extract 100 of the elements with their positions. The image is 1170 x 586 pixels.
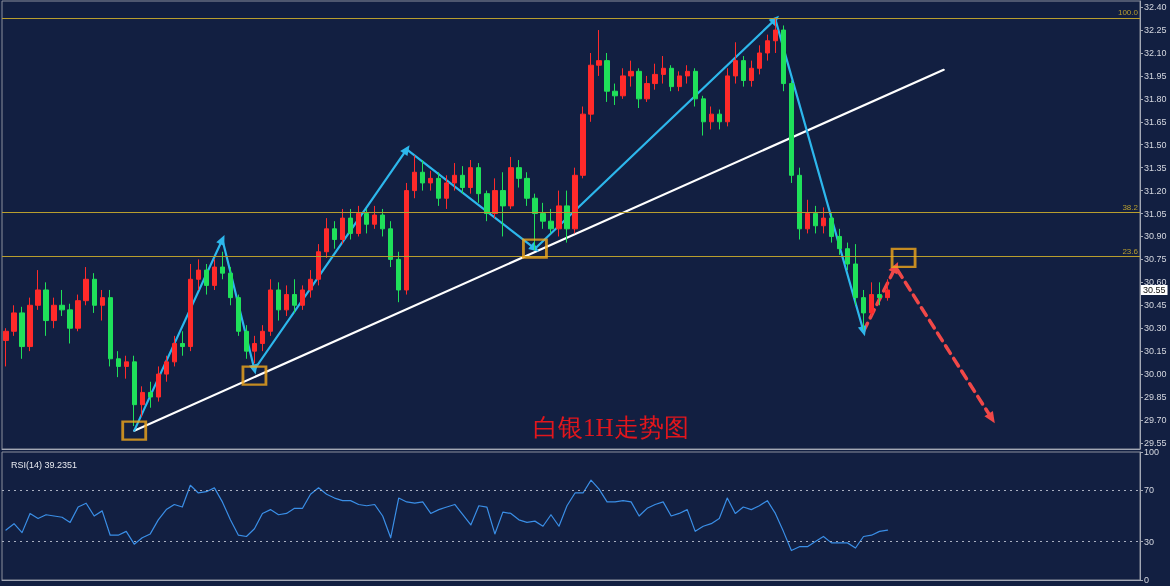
candlestick (476, 162, 481, 204)
candlestick (652, 63, 658, 91)
y-tick-label: 31.95 (1144, 70, 1167, 81)
candlestick (164, 355, 169, 383)
y-tick-label: 31.65 (1144, 116, 1167, 127)
candlestick (564, 190, 570, 244)
candlestick (516, 159, 522, 189)
candlestick (300, 284, 305, 311)
candlestick (492, 177, 498, 219)
candlestick (773, 17, 778, 54)
candlestick (548, 208, 554, 234)
candlestick (268, 278, 273, 337)
candlestick (156, 365, 161, 403)
candlestick (532, 193, 538, 251)
candlestick (340, 208, 345, 245)
candlestick (500, 171, 506, 237)
candlestick (604, 52, 610, 103)
y-tick-label: 30.45 (1144, 300, 1167, 311)
y-tick-label: 30 (1144, 536, 1155, 547)
y-tick-label: 32.25 (1144, 25, 1167, 36)
candlestick (356, 205, 361, 237)
candlestick (108, 289, 113, 367)
candlestick (11, 304, 17, 337)
candlestick (733, 41, 738, 85)
candlestick (220, 251, 225, 280)
candlestick (540, 202, 546, 230)
candlestick (380, 208, 385, 237)
candlestick (308, 269, 313, 299)
candlestick (180, 330, 185, 357)
candlestick (805, 199, 810, 234)
y-tick-label: 30.75 (1144, 254, 1167, 265)
candlestick (620, 67, 626, 100)
y-tick-label: 32.40 (1144, 2, 1167, 13)
candlestick (92, 272, 97, 314)
candlestick (172, 335, 177, 367)
text: RSI(14) 39.2351 (11, 459, 78, 470)
candlestick (292, 278, 297, 314)
candlestick (596, 29, 602, 77)
text: 30.55 (1143, 284, 1166, 295)
annotation: 38.2 (1122, 202, 1139, 212)
candlestick (885, 278, 890, 302)
point (522, 238, 548, 259)
y-tick-label: 70 (1144, 485, 1155, 496)
candlestick (100, 289, 105, 322)
y-tick-label: 29.85 (1144, 392, 1167, 403)
candlestick (572, 167, 578, 234)
candlestick (196, 258, 201, 291)
candlestick (27, 297, 33, 352)
candlestick (725, 67, 730, 127)
candlestick (580, 106, 586, 179)
candlestick (51, 297, 57, 329)
candlestick (244, 324, 249, 360)
candlestick (661, 55, 666, 85)
candlestick (508, 156, 514, 210)
candlestick (204, 263, 209, 296)
candlestick (693, 67, 698, 107)
candlestick (709, 106, 714, 130)
candlestick (677, 70, 682, 92)
annotation: 100.0 (1117, 8, 1139, 18)
candlestick (628, 60, 634, 88)
candlestick (797, 167, 802, 241)
candlestick (35, 269, 41, 311)
candlestick (741, 55, 746, 88)
candlestick (765, 34, 770, 62)
candlestick (148, 381, 153, 409)
candlestick (188, 263, 193, 352)
candlestick (524, 171, 530, 207)
candlestick (452, 162, 457, 192)
y-tick-label: 30.30 (1144, 323, 1167, 334)
candlestick (845, 242, 850, 271)
candlestick (284, 284, 289, 317)
candlestick (124, 355, 129, 380)
candlestick (829, 213, 834, 244)
candlestick (556, 190, 562, 237)
point (241, 365, 268, 386)
candlestick (588, 52, 594, 123)
candlestick (484, 190, 490, 222)
candlestick (140, 385, 145, 418)
y-tick-label: 100 (1144, 447, 1160, 457)
y-tick-label: 31.80 (1144, 93, 1167, 104)
candlestick (3, 327, 9, 367)
candlestick (757, 44, 762, 75)
point (216, 234, 225, 246)
candlestick (701, 95, 706, 137)
y-tick-label: 30.00 (1144, 369, 1167, 380)
candlestick (789, 80, 794, 184)
candlestick (228, 266, 233, 306)
candlestick (236, 294, 241, 337)
candlestick (717, 109, 722, 130)
y-tick-label: 29.55 (1144, 437, 1167, 448)
candlestick (396, 251, 401, 303)
candlestick (636, 67, 642, 109)
point (890, 247, 917, 269)
annotation: 23.6 (1122, 246, 1139, 256)
candlestick (75, 294, 81, 332)
y-tick-label: 31.50 (1144, 139, 1167, 150)
candlestick (877, 281, 882, 306)
y-tick-label: 30.15 (1144, 346, 1167, 357)
candlestick (324, 217, 329, 259)
candlestick (260, 324, 265, 352)
